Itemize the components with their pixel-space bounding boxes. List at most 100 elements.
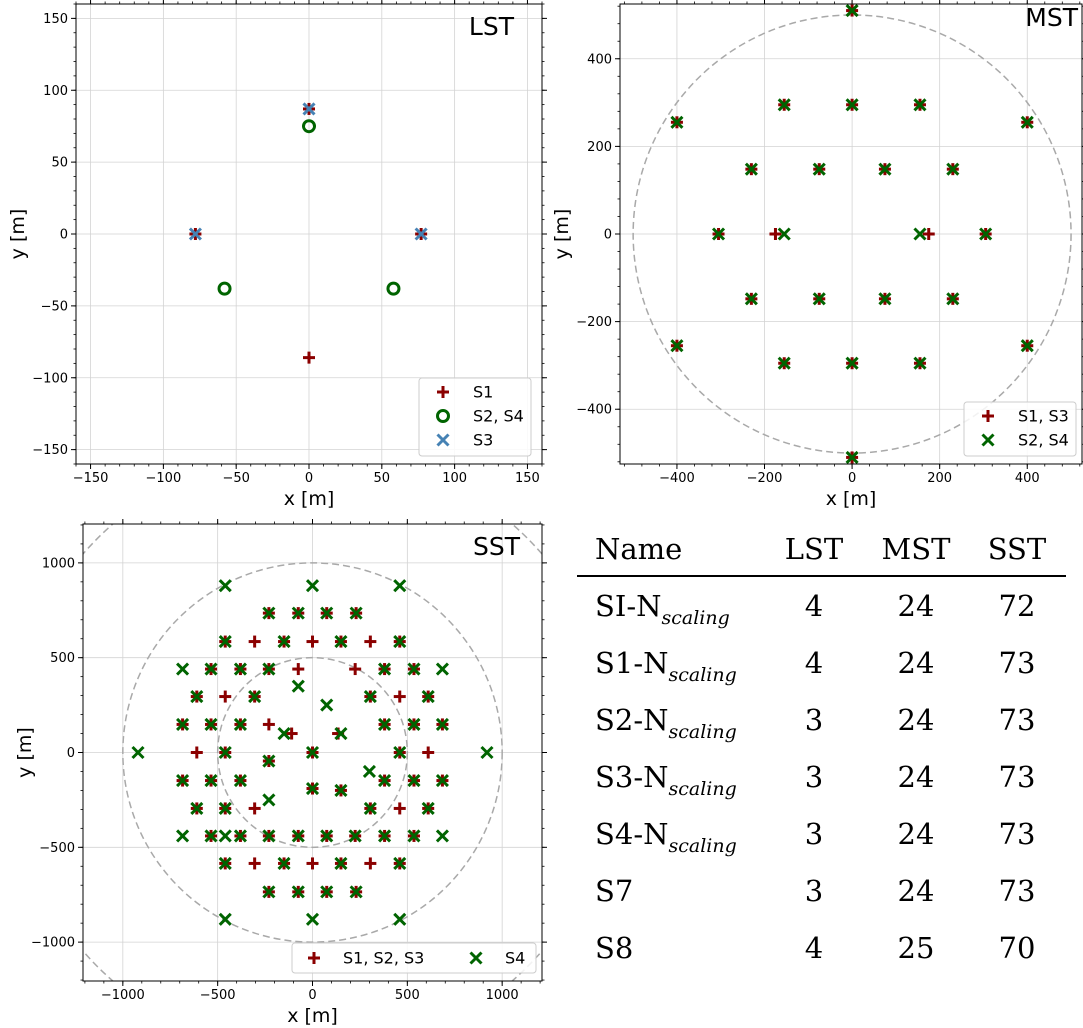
data-point — [291, 679, 305, 693]
x-mark-b — [302, 102, 316, 116]
table-cell-lst: 3 — [805, 703, 823, 737]
table-cell-mst: 25 — [898, 931, 935, 965]
data-point — [421, 801, 435, 816]
x-mark-b — [176, 717, 190, 731]
x-mark-b — [393, 856, 407, 870]
data-point — [218, 856, 232, 870]
table-cell-sst: 73 — [999, 874, 1036, 908]
data-point — [248, 857, 261, 870]
data-point — [219, 690, 232, 703]
data-point — [435, 829, 449, 843]
data-point — [262, 829, 276, 843]
data-point — [204, 829, 218, 843]
data-point — [845, 4, 859, 18]
legend-label: S1, S2, S3 — [343, 949, 424, 968]
x-axis-label: x [m] — [284, 488, 335, 510]
data-point — [188, 227, 202, 241]
x-mark-b — [469, 951, 483, 965]
data-point — [218, 635, 232, 649]
x-mark-b — [436, 433, 450, 447]
x-mark-b — [277, 726, 291, 741]
table-cell-sst: 70 — [999, 931, 1036, 965]
x-mark-b — [378, 829, 392, 843]
data-point — [262, 606, 276, 620]
x-mark-b — [233, 829, 247, 843]
legend-marker — [437, 386, 449, 398]
x-mark-b — [348, 829, 362, 843]
x-mark-b — [320, 885, 334, 899]
table-cell-sst: 72 — [999, 589, 1036, 623]
data-point — [233, 829, 247, 843]
x-mark-b — [435, 717, 449, 731]
x-mark-b — [190, 689, 204, 704]
x-tick-label: 50 — [374, 471, 391, 486]
table-row: SI-Nscaling 4 24 72 — [595, 589, 1035, 629]
legend: S1, S3 S2, S4 — [963, 401, 1077, 457]
data-point — [435, 717, 449, 731]
x-mark-b — [218, 801, 232, 816]
data-point — [878, 292, 892, 306]
table-header-name: Name — [595, 532, 682, 566]
x-mark-b — [262, 793, 276, 807]
data-point — [435, 774, 449, 788]
data-point — [291, 606, 305, 620]
legend-label: S4 — [505, 949, 525, 968]
x-mark-b — [777, 356, 791, 370]
data-point — [320, 698, 334, 712]
data-point — [233, 717, 247, 731]
x-mark-b — [711, 227, 726, 241]
data-point — [306, 857, 319, 870]
data-point — [378, 717, 392, 731]
data-point — [364, 857, 377, 870]
x-mark-b — [393, 745, 407, 760]
data-point — [233, 774, 247, 788]
x-mark-b — [913, 227, 927, 241]
data-point — [218, 579, 232, 593]
data-point — [218, 829, 232, 843]
data-point — [217, 281, 232, 296]
x-mark-b — [334, 726, 348, 741]
x-axis-label: x [m] — [826, 488, 877, 510]
data-point — [922, 228, 935, 240]
data-point — [334, 726, 348, 741]
data-point — [277, 635, 291, 649]
table-cell-name: S2-Nscaling — [595, 703, 737, 743]
data-point — [670, 339, 684, 353]
x-mark-b — [218, 912, 232, 926]
circle-mark — [217, 281, 232, 296]
x-tick-label: 100 — [442, 471, 467, 486]
data-point — [422, 746, 435, 759]
x-axis-label: x [m] — [287, 1005, 338, 1027]
x-mark-b — [305, 781, 320, 796]
data-point — [363, 801, 377, 816]
table-row: S7 3 24 73 — [595, 874, 1035, 908]
data-point — [777, 227, 791, 241]
table-cell-lst: 3 — [805, 760, 823, 794]
y-tick-label: 0 — [604, 228, 612, 243]
x-mark-b — [131, 745, 145, 760]
x-mark-b — [218, 745, 232, 760]
data-point — [1020, 115, 1034, 129]
row-name: S2-N — [595, 703, 669, 737]
x-tick-label: 0 — [308, 988, 316, 1003]
data-point — [421, 689, 435, 704]
data-point — [204, 717, 218, 731]
x-tick-label: −1000 — [101, 988, 145, 1003]
data-point — [305, 745, 320, 760]
data-point — [845, 450, 859, 464]
x-mark-b — [421, 689, 435, 704]
data-point — [378, 829, 392, 843]
legend-label: S3 — [473, 431, 493, 450]
x-mark-b — [218, 635, 232, 649]
data-point — [277, 726, 291, 741]
data-point — [845, 98, 859, 112]
x-mark-b — [320, 698, 334, 712]
table-cell-mst: 24 — [898, 589, 935, 623]
x-tick-label: −400 — [659, 471, 695, 486]
data-point — [190, 801, 204, 816]
x-mark-b — [777, 227, 791, 241]
table-cell-sst: 73 — [999, 646, 1036, 680]
table-row: S8 4 25 70 — [595, 931, 1035, 965]
chart-panel-sst: −1000 −500 0 500 1000 −1000 −500 0 500 1000 x [m] y… — [14, 519, 547, 1027]
x-mark-b — [480, 745, 494, 760]
